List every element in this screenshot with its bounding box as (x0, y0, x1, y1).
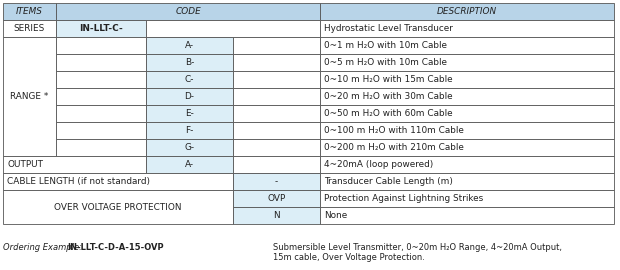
Text: OVER VOLTAGE PROTECTION: OVER VOLTAGE PROTECTION (55, 202, 182, 211)
Bar (56, 71, 146, 88)
Bar (56, 37, 146, 54)
Bar (320, 122, 614, 139)
Text: -: - (275, 177, 278, 186)
Bar (233, 54, 320, 71)
Text: A-: A- (185, 41, 194, 50)
Bar (320, 37, 614, 54)
Bar (233, 88, 320, 105)
Bar (146, 20, 320, 37)
Text: Submersible Level Transmitter, 0~20m H₂O Range, 4~20mA Output,
15m cable, Over V: Submersible Level Transmitter, 0~20m H₂O… (273, 243, 562, 262)
Bar (56, 105, 146, 122)
Text: 0~1 m H₂O with 10m Cable: 0~1 m H₂O with 10m Cable (324, 41, 447, 50)
Bar (3, 190, 233, 224)
Bar (233, 71, 320, 88)
Bar (146, 71, 233, 88)
Text: Transducer Cable Length (m): Transducer Cable Length (m) (324, 177, 453, 186)
Bar (233, 207, 320, 224)
Bar (56, 88, 146, 105)
Bar (56, 3, 320, 20)
Bar (320, 105, 614, 122)
Text: D-: D- (185, 92, 195, 101)
Bar (3, 156, 146, 173)
Text: 0~50 m H₂O with 60m Cable: 0~50 m H₂O with 60m Cable (324, 109, 453, 118)
Bar (3, 173, 233, 190)
Bar (320, 207, 614, 224)
Bar (233, 190, 320, 207)
Text: E-: E- (185, 109, 194, 118)
Text: ITEMS: ITEMS (16, 7, 43, 16)
Bar (320, 139, 614, 156)
Text: Protection Against Lightning Strikes: Protection Against Lightning Strikes (324, 194, 483, 203)
Text: G-: G- (184, 143, 195, 152)
Bar (3, 3, 56, 20)
Bar (233, 37, 320, 54)
Text: 0~100 m H₂O with 110m Cable: 0~100 m H₂O with 110m Cable (324, 126, 464, 135)
Bar (320, 156, 614, 173)
Bar (320, 3, 614, 20)
Bar (56, 139, 146, 156)
Bar (233, 139, 320, 156)
Text: OUTPUT: OUTPUT (7, 160, 43, 169)
Bar (56, 54, 146, 71)
Text: IN-LLT-C-: IN-LLT-C- (79, 24, 123, 33)
Text: F-: F- (185, 126, 193, 135)
Bar (233, 156, 320, 173)
Text: CABLE LENGTH (if not standard): CABLE LENGTH (if not standard) (7, 177, 150, 186)
Text: CODE: CODE (175, 7, 201, 16)
Text: SERIES: SERIES (14, 24, 45, 33)
Text: 0~20 m H₂O with 30m Cable: 0~20 m H₂O with 30m Cable (324, 92, 453, 101)
Text: 0~10 m H₂O with 15m Cable: 0~10 m H₂O with 15m Cable (324, 75, 453, 84)
Bar (56, 122, 146, 139)
Text: IN-LLT-C-D-A-15-OVP: IN-LLT-C-D-A-15-OVP (67, 243, 164, 252)
Bar (146, 105, 233, 122)
Bar (320, 88, 614, 105)
Bar (320, 54, 614, 71)
Bar (146, 122, 233, 139)
Text: OVP: OVP (267, 194, 286, 203)
Bar (146, 88, 233, 105)
Bar (320, 20, 614, 37)
Text: 4~20mA (loop powered): 4~20mA (loop powered) (324, 160, 433, 169)
Bar (146, 156, 233, 173)
Bar (3, 20, 56, 37)
Bar (320, 173, 614, 190)
Bar (146, 139, 233, 156)
Bar (320, 71, 614, 88)
Text: None: None (324, 211, 347, 220)
Bar (233, 173, 320, 190)
Text: RANGE *: RANGE * (11, 92, 49, 101)
Bar (233, 122, 320, 139)
Text: C-: C- (185, 75, 194, 84)
Bar (3, 37, 56, 156)
Text: DESCRIPTION: DESCRIPTION (437, 7, 497, 16)
Text: Ordering Example:: Ordering Example: (3, 243, 82, 252)
Text: Hydrostatic Level Transducer: Hydrostatic Level Transducer (324, 24, 453, 33)
Text: A-: A- (185, 160, 194, 169)
Bar (233, 105, 320, 122)
Bar (56, 20, 146, 37)
Text: 0~5 m H₂O with 10m Cable: 0~5 m H₂O with 10m Cable (324, 58, 447, 67)
Bar (320, 190, 614, 207)
Text: 0~200 m H₂O with 210m Cable: 0~200 m H₂O with 210m Cable (324, 143, 464, 152)
Text: N: N (273, 211, 280, 220)
Bar (146, 54, 233, 71)
Text: B-: B- (185, 58, 194, 67)
Bar (146, 37, 233, 54)
